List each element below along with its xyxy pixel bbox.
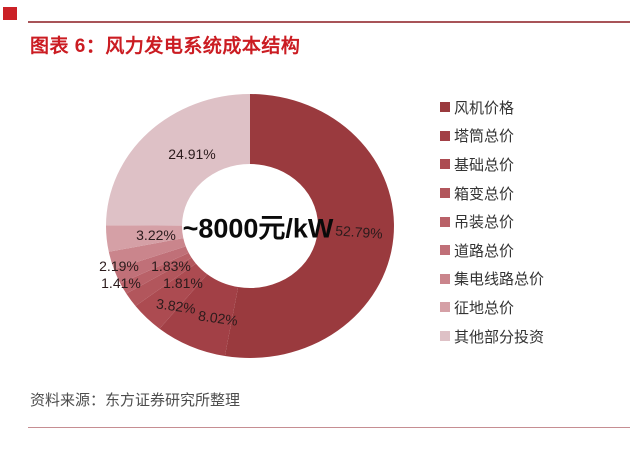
slice-label-集电线路总价: 2.19% bbox=[99, 258, 139, 274]
legend-item-其他部分投资: 其他部分投资 bbox=[440, 322, 544, 351]
legend-item-集电线路总价: 集电线路总价 bbox=[440, 265, 544, 294]
donut-slice-基础总价 bbox=[135, 263, 208, 329]
donut-slice-征地总价 bbox=[105, 225, 184, 252]
top-divider bbox=[28, 21, 630, 23]
slice-label-吊装总价: 1.41% bbox=[101, 275, 141, 291]
chart-title: 图表 6：风力发电系统成本结构 bbox=[30, 36, 301, 57]
slice-label-风机价格: 52.79% bbox=[334, 222, 384, 242]
legend-item-征地总价: 征地总价 bbox=[440, 293, 544, 322]
donut-slice-箱变总价 bbox=[126, 257, 196, 307]
legend-swatch-icon bbox=[440, 245, 450, 256]
legend-swatch-icon bbox=[440, 273, 450, 284]
legend-swatch-icon bbox=[440, 159, 450, 170]
slice-label-征地总价: 3.22% bbox=[136, 227, 176, 243]
legend-item-箱变总价: 箱变总价 bbox=[440, 179, 544, 208]
slice-label-箱变总价: 1.81% bbox=[163, 275, 203, 291]
legend-item-吊装总价: 吊装总价 bbox=[440, 207, 544, 236]
legend-label: 风机价格 bbox=[454, 99, 515, 117]
legend-item-塔筒总价: 塔筒总价 bbox=[440, 122, 544, 151]
legend-item-基础总价: 基础总价 bbox=[440, 150, 544, 179]
legend-swatch-icon bbox=[440, 102, 450, 113]
legend-label: 箱变总价 bbox=[454, 185, 515, 203]
donut-slice-集电线路总价 bbox=[108, 238, 186, 270]
legend-swatch-icon bbox=[440, 302, 450, 313]
legend-label: 道路总价 bbox=[454, 242, 515, 260]
legend-swatch-icon bbox=[440, 130, 450, 141]
legend-label: 其他部分投资 bbox=[454, 328, 545, 346]
legend-swatch-icon bbox=[440, 331, 450, 342]
donut-slice-其他部分投资 bbox=[106, 93, 250, 226]
legend-label: 吊装总价 bbox=[454, 214, 515, 232]
slice-label-道路总价: 1.83% bbox=[151, 258, 191, 274]
donut-slice-风机价格 bbox=[224, 94, 394, 358]
bottom-divider bbox=[28, 427, 630, 428]
legend-label: 集电线路总价 bbox=[454, 271, 545, 289]
chart-legend: 风机价格塔筒总价基础总价箱变总价吊装总价道路总价集电线路总价 征地总价其他部分投资 bbox=[440, 93, 544, 350]
donut-slice-塔筒总价 bbox=[159, 274, 239, 356]
legend-label: 塔筒总价 bbox=[454, 128, 515, 146]
source-note: 资料来源：东方证券研究所整理 bbox=[30, 392, 241, 409]
corner-accent bbox=[3, 7, 17, 20]
donut-slice-道路总价 bbox=[113, 246, 189, 284]
slice-label-其他部分投资: 24.91% bbox=[168, 146, 216, 162]
legend-swatch-icon bbox=[440, 188, 450, 199]
legend-item-风机价格: 风机价格 bbox=[440, 93, 544, 122]
legend-label: 基础总价 bbox=[454, 156, 515, 174]
legend-swatch-icon bbox=[440, 216, 450, 227]
donut-slice-吊装总价 bbox=[120, 252, 192, 294]
donut-center-label: ~8000元/kW bbox=[182, 213, 334, 244]
legend-item-道路总价: 道路总价 bbox=[440, 236, 544, 265]
legend-label: 征地总价 bbox=[454, 299, 515, 317]
